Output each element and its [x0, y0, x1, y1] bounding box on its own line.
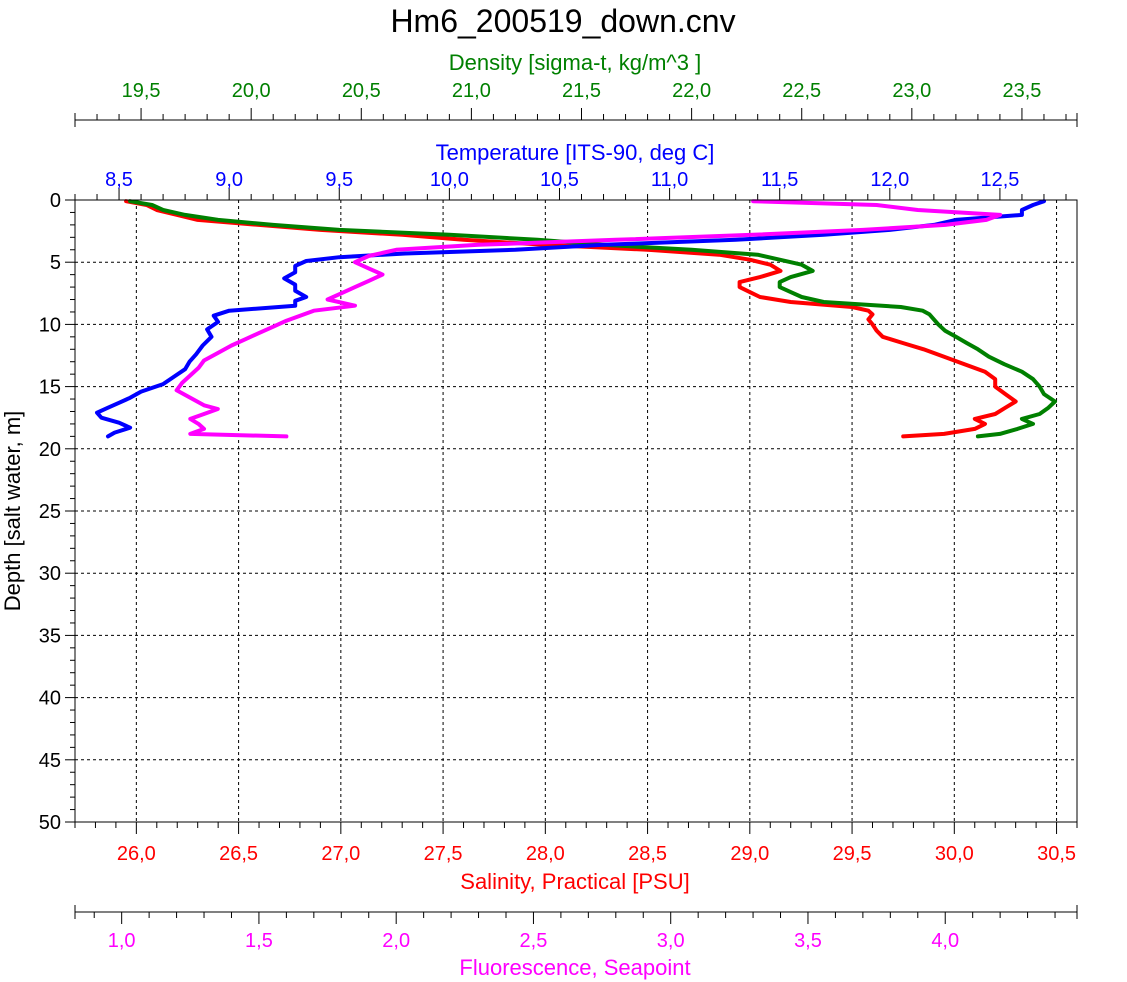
tick-label: 22,0 [672, 80, 711, 102]
tick-label: 30,5 [1037, 843, 1076, 865]
tick-label: 21,0 [452, 80, 491, 102]
temperature-series-line [95, 199, 1046, 439]
tick-label: 22,5 [782, 80, 821, 102]
tick-label: 19,5 [122, 80, 161, 102]
depth-axis: 0 5 10 15 20 25 30 35 40 45 50 [39, 190, 75, 834]
tick-label: 4,0 [931, 930, 959, 952]
tick-label: 20,0 [232, 80, 271, 102]
tick-label: 3,5 [794, 930, 822, 952]
grid [75, 200, 1077, 822]
tick-label: 30,0 [935, 843, 974, 865]
depth-tick-label: 40 [39, 688, 61, 710]
tick-label: 27,5 [424, 843, 463, 865]
density-series-line [128, 199, 1057, 439]
tick-label: 10,0 [430, 169, 469, 191]
depth-tick-label: 10 [39, 314, 61, 336]
tick-label: 26,0 [117, 843, 156, 865]
salinity-axis: 26,0 26,5 27,0 27,5 28,0 28,5 29,0 29,5 30,0 30,5 [74, 822, 1078, 865]
depth-axis-label: Depth [salt water, m] [0, 411, 25, 612]
fluorescence-series-line [174, 199, 1003, 439]
tick-label: 27,0 [321, 843, 360, 865]
density-axis: 19,5 20,0 20,5 21,0 21,5 22,0 22,5 23,0 23,5 [74, 80, 1078, 127]
tick-label: 3,0 [657, 930, 685, 952]
tick-label: 12,0 [870, 169, 909, 191]
tick-label: 2,5 [520, 930, 548, 952]
tick-label: 29,0 [730, 843, 769, 865]
density-axis-label: Density [sigma-t, kg/m^3 ] [449, 50, 701, 75]
tick-label: 1,5 [245, 930, 273, 952]
plot-frame [74, 199, 1078, 823]
tick-label: 11,0 [651, 169, 688, 191]
temperature-axis-label: Temperature [ITS-90, deg C] [436, 140, 715, 165]
tick-label: 23,5 [1002, 80, 1041, 102]
depth-tick-label: 35 [39, 625, 61, 647]
salinity-axis-label: Salinity, Practical [PSU] [460, 869, 689, 894]
tick-label: 10,5 [540, 169, 579, 191]
tick-label: 12,5 [980, 169, 1019, 191]
depth-tick-label: 5 [50, 252, 61, 274]
depth-tick-label: 30 [39, 563, 61, 585]
depth-tick-label: 0 [50, 190, 61, 212]
tick-label: 1,0 [108, 930, 136, 952]
tick-label: 11,5 [761, 169, 798, 191]
tick-label: 8,5 [105, 169, 133, 191]
tick-label: 9,5 [325, 169, 353, 191]
salinity-series-line [124, 199, 1018, 439]
chart-title: Hm6_200519_down.cnv [390, 3, 735, 39]
tick-label: 2,0 [382, 930, 410, 952]
tick-label: 21,5 [562, 80, 601, 102]
fluorescence-axis-label: Fluorescence, Seapoint [459, 955, 690, 980]
depth-tick-label: 20 [39, 439, 61, 461]
tick-label: 23,0 [892, 80, 931, 102]
fluorescence-axis: 1,0 1,5 2,0 2,5 3,0 3,5 4,0 [74, 905, 1078, 952]
tick-label: 26,5 [219, 843, 258, 865]
tick-label: 9,0 [215, 169, 243, 191]
tick-label: 20,5 [342, 80, 381, 102]
tick-label: 28,5 [628, 843, 667, 865]
depth-tick-label: 25 [39, 501, 61, 523]
data-series [95, 199, 1057, 439]
depth-tick-label: 15 [39, 377, 61, 399]
depth-tick-label: 45 [39, 750, 61, 772]
tick-label: 28,0 [526, 843, 565, 865]
depth-tick-label: 50 [39, 812, 61, 834]
temperature-axis: 8,5 9,0 9,5 10,0 10,5 11,0 11,5 12,0 12,5 [74, 169, 1067, 200]
tick-label: 29,5 [833, 843, 872, 865]
